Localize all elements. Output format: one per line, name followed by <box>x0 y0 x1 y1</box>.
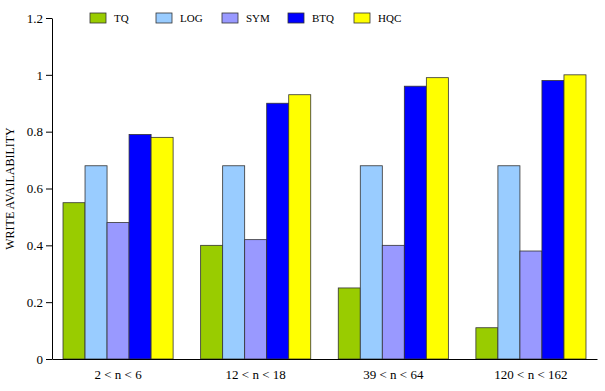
y-tick-mark <box>46 359 52 360</box>
legend-label: SYM <box>246 12 270 24</box>
y-tick-label: 1.2 <box>27 11 43 26</box>
x-tick: 120 < n < 162 <box>494 359 567 382</box>
bar <box>129 135 151 359</box>
legend-swatch <box>222 13 238 23</box>
bar <box>404 86 426 359</box>
x-tick-label: 39 < n < 64 <box>363 367 424 382</box>
bar <box>85 166 107 359</box>
bar <box>476 328 498 359</box>
bar <box>63 203 85 359</box>
x-tick: 39 < n < 64 <box>363 359 424 382</box>
y-tick-mark <box>46 18 52 19</box>
y-tick: 0.6 <box>27 181 52 196</box>
legend-label: TQ <box>114 12 129 24</box>
bar <box>498 166 520 359</box>
legend-swatch <box>354 13 370 23</box>
y-tick-label: 0.8 <box>27 124 43 139</box>
bar <box>107 223 129 359</box>
y-tick-label: 0.4 <box>27 238 44 253</box>
legend-swatch <box>90 13 106 23</box>
bar <box>245 240 267 359</box>
legend-label: HQC <box>378 12 401 24</box>
bar <box>289 95 311 359</box>
y-axis-title: WRITE AVAILABILITY <box>3 127 17 250</box>
y-tick-mark <box>46 245 52 246</box>
bar <box>151 137 173 359</box>
legend-label: BTQ <box>312 12 334 24</box>
y-tick: 0 <box>37 352 53 367</box>
y-axis: 0 0.2 0.4 0.6 0.8 1 1.2 <box>27 11 53 367</box>
y-tick-mark <box>46 75 52 76</box>
bar <box>201 245 223 359</box>
y-axis-line <box>52 19 53 360</box>
x-tick-label: 2 < n < 6 <box>94 367 142 382</box>
y-tick: 1.2 <box>27 11 52 26</box>
bar <box>338 288 360 359</box>
legend-item: HQC <box>354 12 401 24</box>
legend-item: LOG <box>156 12 203 24</box>
bar <box>520 251 542 359</box>
x-tick: 2 < n < 6 <box>94 359 142 382</box>
y-tick: 0.4 <box>27 238 52 253</box>
bar <box>267 103 289 359</box>
y-tick-label: 0.2 <box>27 295 43 310</box>
bar <box>542 81 564 359</box>
y-tick: 1 <box>37 67 53 82</box>
x-tick-label: 12 < n < 18 <box>226 367 286 382</box>
y-tick-label: 0 <box>37 352 44 367</box>
plot: 0 0.2 0.4 0.6 0.8 1 1.2 2 < n < 6 12 < n < 18 39 … <box>27 11 598 382</box>
legend: TQ LOG SYM BTQ HQC <box>90 12 401 24</box>
legend-item: SYM <box>222 12 270 24</box>
y-tick: 0.2 <box>27 295 52 310</box>
y-tick-mark <box>46 189 52 190</box>
bar <box>382 245 404 359</box>
y-tick: 0.8 <box>27 124 52 139</box>
y-tick-label: 0.6 <box>27 181 44 196</box>
bar <box>564 75 586 359</box>
x-axis-line <box>53 359 598 360</box>
legend-item: BTQ <box>288 12 334 24</box>
legend-label: LOG <box>180 12 203 24</box>
legend-swatch <box>288 13 304 23</box>
bar <box>223 166 245 359</box>
legend-swatch <box>156 13 172 23</box>
bar <box>426 78 448 359</box>
x-tick-label: 120 < n < 162 <box>494 367 567 382</box>
chart: 0 0.2 0.4 0.6 0.8 1 1.2 2 < n < 6 12 < n < 18 39 … <box>0 0 605 391</box>
x-axis: 2 < n < 6 12 < n < 18 39 < n < 64 120 < n <… <box>53 359 598 382</box>
y-tick-mark <box>46 302 52 303</box>
y-tick-mark <box>46 132 52 133</box>
legend-item: TQ <box>90 12 129 24</box>
y-tick-label: 1 <box>37 67 44 82</box>
bar <box>360 166 382 359</box>
x-tick: 12 < n < 18 <box>226 359 286 382</box>
bars <box>63 75 586 359</box>
